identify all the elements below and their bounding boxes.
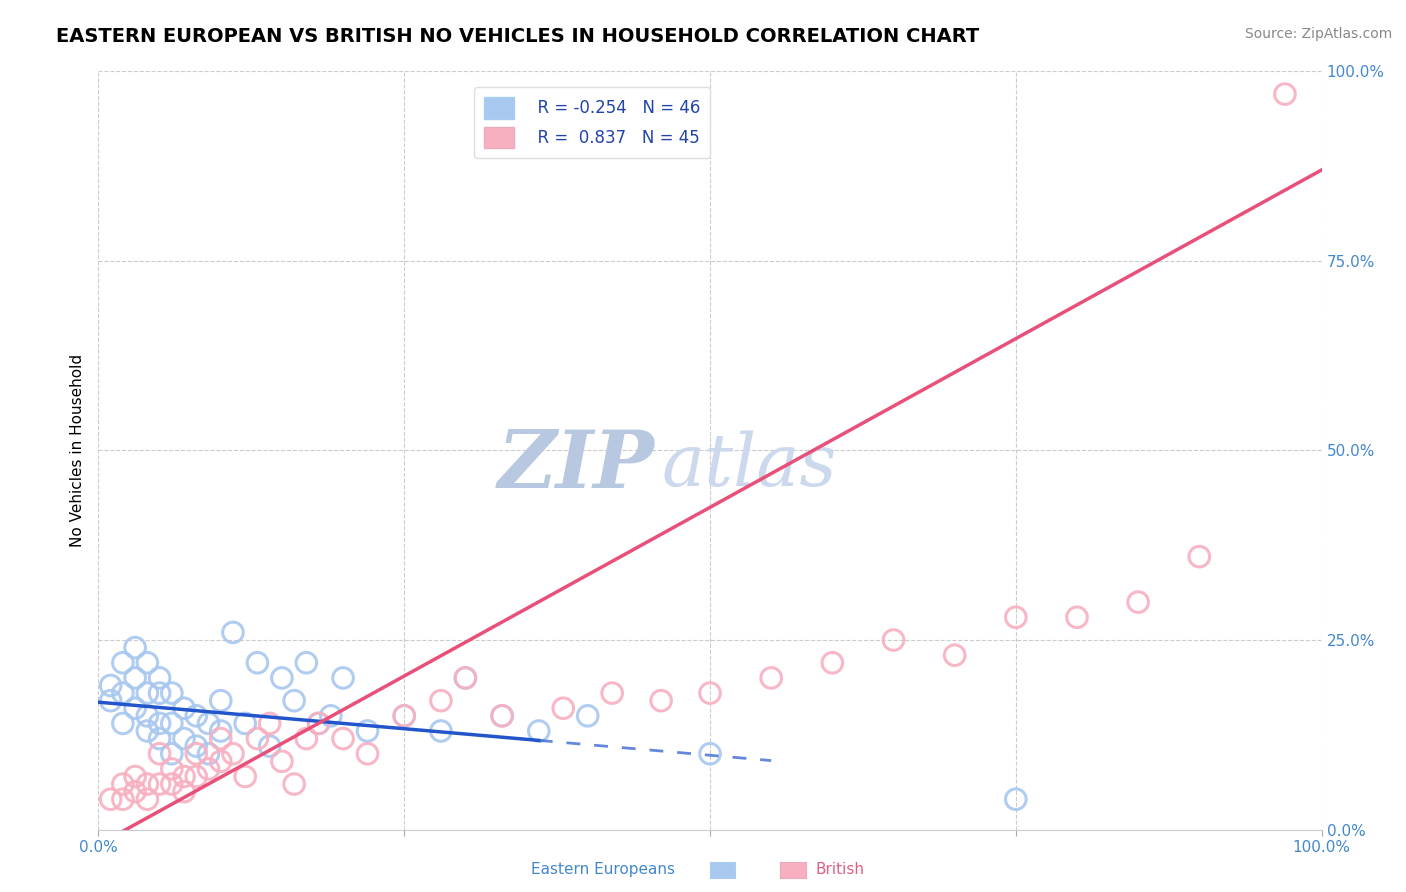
Point bbox=[270, 671, 294, 685]
Point bbox=[160, 747, 183, 761]
Point bbox=[186, 739, 208, 753]
Point bbox=[491, 708, 513, 723]
Point bbox=[136, 777, 159, 791]
Point bbox=[283, 694, 305, 708]
Point bbox=[699, 747, 721, 761]
Point bbox=[149, 671, 172, 685]
Point bbox=[222, 625, 245, 640]
Point bbox=[209, 724, 232, 739]
Point bbox=[1004, 610, 1026, 624]
Point bbox=[100, 694, 122, 708]
Point bbox=[149, 747, 172, 761]
Point bbox=[246, 731, 269, 746]
Legend:   R = -0.254   N = 46,   R =  0.837   N = 45: R = -0.254 N = 46, R = 0.837 N = 45 bbox=[474, 87, 710, 159]
Point bbox=[356, 747, 378, 761]
Point bbox=[111, 792, 134, 806]
Point bbox=[392, 708, 416, 723]
Point bbox=[454, 671, 477, 685]
Point bbox=[173, 785, 195, 799]
Point bbox=[553, 701, 575, 715]
Point bbox=[233, 716, 256, 731]
Point bbox=[124, 701, 146, 715]
Point bbox=[222, 747, 245, 761]
Text: EASTERN EUROPEAN VS BRITISH NO VEHICLES IN HOUSEHOLD CORRELATION CHART: EASTERN EUROPEAN VS BRITISH NO VEHICLES … bbox=[56, 27, 980, 45]
Point bbox=[1274, 87, 1296, 102]
Point bbox=[295, 731, 318, 746]
Point bbox=[209, 755, 232, 769]
Point bbox=[124, 671, 146, 685]
Point bbox=[650, 694, 672, 708]
Point bbox=[149, 716, 172, 731]
Point bbox=[173, 769, 195, 784]
Point bbox=[111, 716, 134, 731]
Point bbox=[1188, 549, 1211, 564]
Point bbox=[699, 686, 721, 700]
Point bbox=[197, 762, 219, 776]
Point bbox=[136, 724, 159, 739]
Point bbox=[430, 724, 453, 739]
Point bbox=[124, 640, 146, 655]
Point bbox=[136, 686, 159, 700]
Point bbox=[1066, 610, 1088, 624]
Point bbox=[136, 792, 159, 806]
Point bbox=[209, 731, 232, 746]
Point bbox=[430, 694, 453, 708]
Point bbox=[160, 716, 183, 731]
Point bbox=[259, 716, 281, 731]
Point bbox=[332, 671, 354, 685]
Point bbox=[233, 769, 256, 784]
Point bbox=[1128, 595, 1150, 609]
Point bbox=[111, 656, 134, 670]
Text: ZIP: ZIP bbox=[498, 427, 655, 504]
Point bbox=[186, 769, 208, 784]
Text: British: British bbox=[815, 863, 865, 877]
Point bbox=[270, 755, 294, 769]
Point bbox=[111, 777, 134, 791]
Point bbox=[883, 633, 905, 648]
Point bbox=[160, 686, 183, 700]
Point bbox=[173, 701, 195, 715]
Point bbox=[160, 762, 183, 776]
Point bbox=[197, 716, 219, 731]
Point bbox=[821, 656, 844, 670]
Point bbox=[259, 739, 281, 753]
Point bbox=[149, 731, 172, 746]
Point bbox=[454, 671, 477, 685]
Text: Eastern Europeans: Eastern Europeans bbox=[531, 863, 675, 877]
Point bbox=[149, 686, 172, 700]
Point bbox=[124, 769, 146, 784]
Point bbox=[186, 747, 208, 761]
Point bbox=[527, 724, 550, 739]
Point bbox=[761, 671, 783, 685]
Point bbox=[186, 708, 208, 723]
Point bbox=[295, 656, 318, 670]
Point bbox=[124, 785, 146, 799]
Text: atlas: atlas bbox=[661, 430, 837, 501]
Point bbox=[392, 708, 416, 723]
Point bbox=[491, 708, 513, 723]
Point bbox=[356, 724, 378, 739]
Point bbox=[100, 678, 122, 692]
Point bbox=[136, 656, 159, 670]
Point bbox=[1004, 792, 1026, 806]
Point bbox=[160, 777, 183, 791]
Point bbox=[283, 777, 305, 791]
Text: Source: ZipAtlas.com: Source: ZipAtlas.com bbox=[1244, 27, 1392, 41]
Point bbox=[576, 708, 599, 723]
Point bbox=[197, 747, 219, 761]
Point bbox=[136, 708, 159, 723]
Point bbox=[308, 716, 330, 731]
Point bbox=[111, 686, 134, 700]
Point bbox=[149, 777, 172, 791]
Point bbox=[943, 648, 966, 662]
Point bbox=[100, 792, 122, 806]
Point bbox=[308, 716, 330, 731]
Point bbox=[246, 656, 269, 670]
Point bbox=[173, 731, 195, 746]
Point bbox=[209, 694, 232, 708]
Point bbox=[600, 686, 623, 700]
Y-axis label: No Vehicles in Household: No Vehicles in Household bbox=[69, 354, 84, 547]
Point bbox=[319, 708, 342, 723]
Point bbox=[332, 731, 354, 746]
